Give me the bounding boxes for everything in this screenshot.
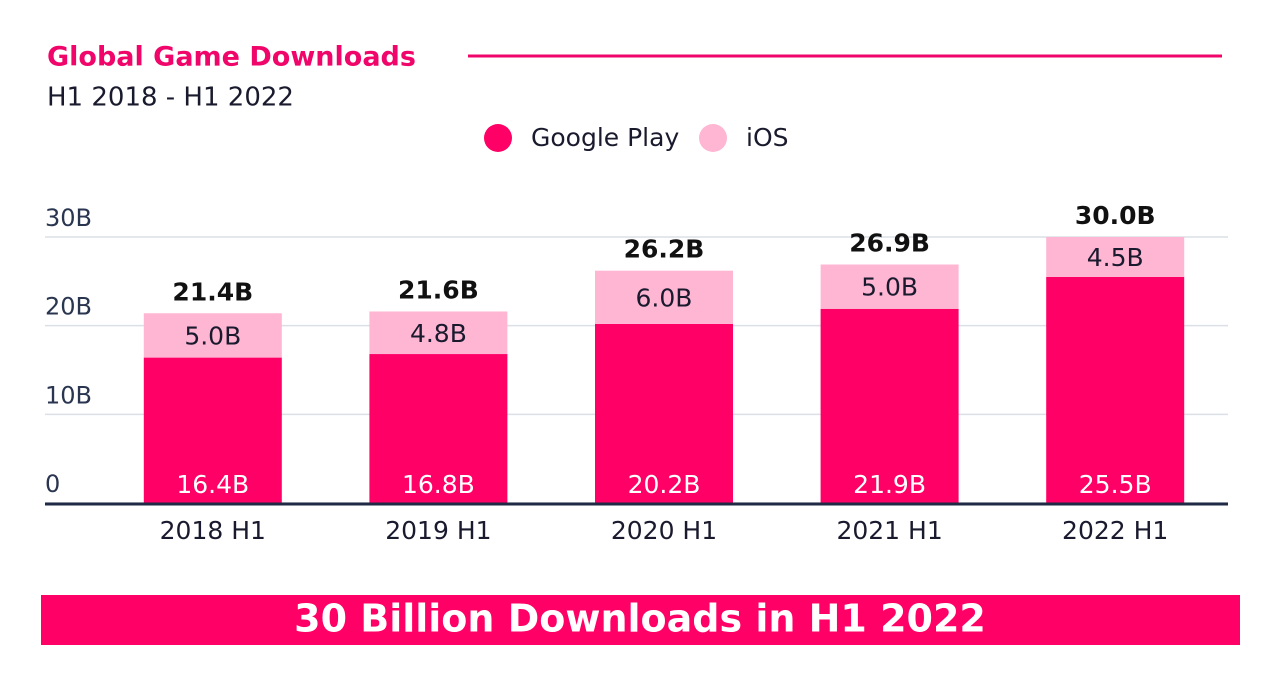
total-label: 26.9B — [849, 228, 930, 257]
x-tick-label: 2020 H1 — [611, 516, 717, 545]
value-label: 20.2B — [628, 470, 701, 499]
total-label: 21.4B — [172, 277, 253, 306]
x-tick-label: 2019 H1 — [385, 516, 491, 545]
value-label: 4.8B — [410, 319, 467, 348]
bar-segment — [369, 311, 508, 355]
bar-segment — [595, 270, 733, 324]
value-label: 16.4B — [176, 470, 249, 499]
value-label: 4.5B — [1087, 243, 1144, 272]
chart-subtitle: H1 2018 - H1 2022 — [47, 83, 294, 113]
bar-segment — [1046, 276, 1185, 503]
bar-segment — [820, 308, 959, 503]
total-label: 21.6B — [398, 275, 479, 304]
chart-title: Global Game Downloads — [47, 42, 416, 73]
y-tick-label: 0 — [45, 470, 60, 498]
legend-swatch — [699, 124, 727, 152]
x-tick-label: 2018 H1 — [160, 516, 266, 545]
legend-label: iOS — [746, 123, 789, 152]
bar-segment — [143, 313, 282, 358]
value-label: 25.5B — [1079, 470, 1152, 499]
y-tick-label: 10B — [45, 381, 92, 409]
value-label: 5.0B — [861, 273, 918, 302]
total-label: 26.2B — [624, 235, 705, 264]
value-label: 6.0B — [636, 283, 693, 312]
bar-segment — [1046, 237, 1185, 277]
x-tick-label: 2022 H1 — [1062, 516, 1168, 545]
x-tick-label: 2021 H1 — [836, 516, 942, 545]
total-label: 30.0B — [1075, 201, 1156, 230]
banner — [41, 595, 1240, 645]
value-label: 16.8B — [402, 470, 475, 499]
banner-text: 30 Billion Downloads in H1 2022 — [294, 597, 986, 641]
bar-segment — [143, 357, 282, 503]
bar-segment — [595, 323, 733, 503]
legend-swatch — [484, 124, 512, 152]
value-label: 5.0B — [184, 321, 241, 350]
legend-label: Google Play — [531, 123, 679, 152]
y-tick-label: 30B — [45, 204, 92, 232]
y-tick-label: 20B — [45, 293, 92, 321]
value-label: 21.9B — [853, 470, 926, 499]
bar-segment — [369, 354, 508, 503]
bar-segment — [820, 264, 959, 309]
